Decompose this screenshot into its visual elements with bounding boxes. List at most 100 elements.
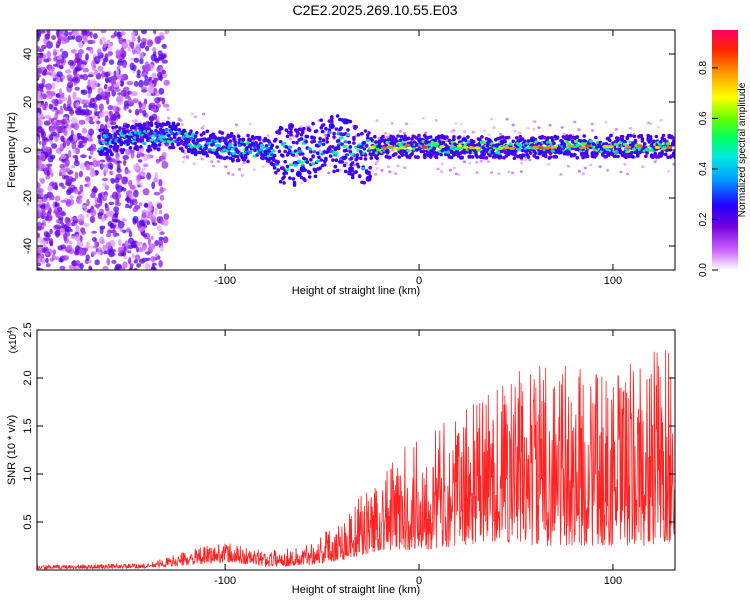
spectrogram-halo-dot: [183, 151, 187, 155]
spectrogram-band-dot: [330, 116, 334, 121]
spectrogram-noise-dot: [117, 97, 123, 104]
spectrogram-noise-dot: [86, 209, 91, 213]
spectrogram-band-dot: [481, 155, 485, 160]
spectrogram-halo-dot: [490, 117, 494, 121]
spectrogram-band-dot: [362, 180, 367, 185]
spectrogram-halo-dot: [666, 169, 671, 173]
spectrogram-band-dot: [228, 139, 233, 143]
spectrogram-ridge-dot: [614, 149, 619, 153]
spectrogram-noise-dot: [138, 108, 143, 114]
spectrogram-band-dot: [488, 153, 492, 158]
spectrogram-noise-dot: [129, 184, 136, 190]
spectrogram-peak: [509, 147, 516, 151]
spectrogram-noise-dot: [81, 230, 86, 235]
spectrogram-noise-dot: [128, 230, 133, 238]
spectrogram-band-dot: [281, 166, 285, 170]
spectrogram-noise-dot: [74, 171, 79, 180]
spectrogram-band-dot: [271, 163, 276, 167]
spectrogram-noise-dot: [112, 105, 118, 113]
spectrogram-band-dot: [434, 155, 439, 160]
spectrogram-band-dot: [311, 154, 315, 158]
spectrogram-ridge-dot: [162, 135, 167, 139]
spectrogram-noise-dot: [59, 265, 66, 270]
spectrogram-noise-dot: [77, 143, 84, 149]
spectrogram-halo-dot: [193, 115, 197, 119]
spectrogram-noise-dot: [102, 61, 106, 67]
spectrogram-ridge-dot: [625, 150, 630, 154]
spectrogram-noise-dot: [122, 243, 126, 248]
spectrogram-band-dot: [620, 134, 625, 139]
spectrogram-halo-dot: [505, 117, 509, 121]
spectrogram-noise-dot: [132, 99, 139, 103]
spectrogram-noise-dot: [55, 233, 60, 238]
spectrogram-band-dot: [205, 129, 210, 134]
spectrogram-ridge-dot: [589, 139, 594, 143]
spectrogram-halo-dot: [577, 128, 581, 132]
spectrogram-band-dot: [115, 144, 120, 149]
spectrogram-band-dot: [595, 151, 599, 156]
spectrogram-halo-dot: [201, 125, 205, 128]
spectrogram-noise-dot: [140, 86, 148, 91]
spectrogram-halo-dot: [526, 126, 530, 130]
spectrogram-halo-dot: [532, 127, 536, 131]
spectrogram-band-dot: [177, 128, 182, 132]
spectrogram-halo-dot: [402, 131, 407, 135]
spectrogram-band-dot: [328, 154, 333, 158]
spectrogram-noise-dot: [75, 35, 83, 43]
spectrogram-band-dot: [670, 143, 675, 147]
spectrogram-band-dot: [174, 124, 178, 129]
spectrogram-noise-dot: [128, 42, 133, 47]
spectrogram-ridge-dot: [427, 143, 432, 147]
spectrogram-noise-dot: [74, 86, 80, 91]
spectrogram-band-dot: [356, 165, 361, 169]
spectrogram-noise-dot: [110, 75, 118, 81]
spectrogram-band-dot: [312, 139, 317, 143]
spectrogram-halo-dot: [623, 163, 627, 166]
spectrogram-band-dot: [224, 139, 228, 143]
spectrogram-noise-dot: [95, 94, 102, 101]
spectrogram-band-dot: [204, 151, 208, 155]
spectrogram-noise-dot: [84, 245, 90, 249]
spectrogram-noise-dot: [49, 257, 54, 262]
spectrogram-band-dot: [485, 141, 490, 145]
spectrogram-band-dot: [659, 140, 663, 144]
spectrogram-halo-dot: [448, 168, 453, 172]
spectrogram-band-dot: [292, 183, 297, 187]
spectrogram-band-dot: [335, 168, 340, 173]
spectrogram-noise-dot: [132, 119, 138, 123]
spectrogram-band-dot: [428, 135, 433, 139]
spectrogram-noise-dot: [42, 136, 48, 141]
spectrogram-band-dot: [559, 150, 563, 154]
spectrogram-noise-dot: [121, 176, 128, 185]
spectrogram-noise-dot: [41, 146, 46, 152]
spectrogram-noise-dot: [152, 47, 157, 52]
spectrogram-noise-dot: [160, 53, 167, 59]
spectrogram-noise-dot: [142, 234, 147, 238]
spectrogram-ridge-dot: [344, 153, 350, 157]
spectrogram-band-dot: [323, 163, 327, 167]
spectrogram-ridge-dot: [187, 143, 192, 147]
spectrogram-noise-dot: [105, 75, 109, 84]
spectrogram-band-dot: [133, 141, 137, 146]
colorbar: 0.0 0.2 0.4 0.6 0.8 Normalized spectral ampl…: [698, 30, 748, 277]
spectrogram-noise-dot: [139, 52, 144, 59]
spectrogram-outlier: [342, 118, 349, 125]
spectrogram-noise-dot: [150, 82, 154, 89]
spectrogram-band-dot: [140, 138, 144, 143]
spectrogram-noise-dot: [141, 167, 146, 172]
spectrogram-ridge-dot: [622, 142, 628, 146]
spectrogram-band-dot: [410, 152, 414, 156]
spectrogram-noise-dot: [37, 74, 42, 78]
spectrogram-noise-dot: [75, 102, 80, 108]
spectrogram-peak: [497, 146, 504, 150]
spectrogram-peak: [386, 145, 393, 149]
spectrogram-noise-dot: [61, 97, 68, 102]
spectrogram-noise-dot: [37, 95, 43, 102]
spectrogram-noise-dot: [78, 140, 84, 145]
spectrogram-band-dot: [284, 171, 289, 175]
spectrogram-noise-dot: [158, 179, 163, 187]
spectrogram-noise-dot: [112, 229, 118, 238]
spectrogram-noise-dot: [82, 89, 86, 93]
spectrogram-ridge-dot: [338, 136, 344, 140]
spectrogram-band-dot: [369, 156, 374, 160]
